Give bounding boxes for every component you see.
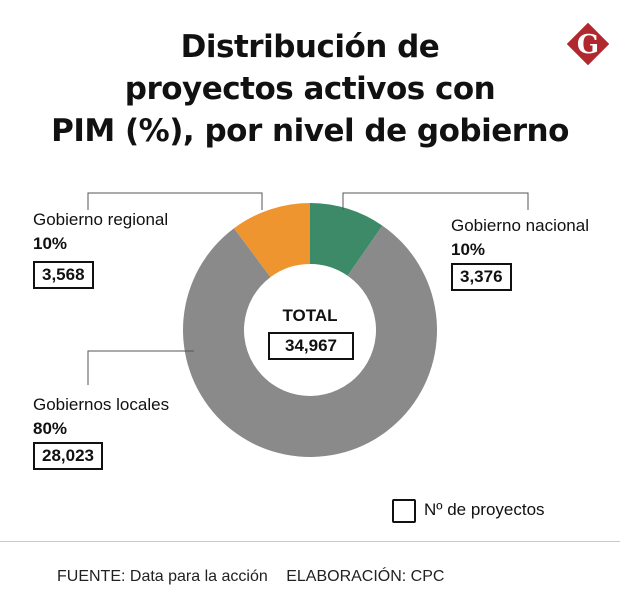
brand-logo-icon: G xyxy=(566,22,610,66)
total-value: 34,967 xyxy=(268,332,354,360)
footer-credit: ELABORACIÓN: CPC xyxy=(286,568,445,585)
chart-title: Distribución de proyectos activos con PI… xyxy=(0,26,620,152)
percent-gobiernos-locales: 80% xyxy=(33,419,68,438)
donut-slice-gobierno-regional xyxy=(234,203,310,278)
count-gobierno-nacional: 3,376 xyxy=(451,263,512,291)
footer-divider xyxy=(0,541,620,542)
label-gobierno-regional: Gobierno regional xyxy=(33,210,169,229)
legend-swatch xyxy=(392,499,416,523)
leader-line-locales xyxy=(87,350,194,385)
footer: FUENTE: Data para la acción ELABORACIÓN:… xyxy=(57,566,444,588)
label-gobiernos-locales: Gobiernos locales xyxy=(33,395,170,414)
percent-gobierno-nacional: 10% xyxy=(451,240,486,259)
title-line-1: Distribución de xyxy=(180,29,440,65)
leader-line-nacional xyxy=(342,192,529,210)
leader-line-regional xyxy=(87,192,263,210)
percent-gobierno-regional: 10% xyxy=(33,234,68,253)
label-gobierno-nacional: Gobierno nacional xyxy=(451,216,589,235)
donut-slice-gobierno-nacional xyxy=(310,203,383,276)
count-gobierno-regional: 3,568 xyxy=(33,261,94,289)
title-line-3: PIM (%), por nivel de gobierno xyxy=(51,113,569,149)
leader-lines xyxy=(87,192,529,385)
donut-slice-gobiernos-locales xyxy=(182,225,437,457)
total-label: TOTAL xyxy=(282,306,338,325)
count-gobiernos-locales: 28,023 xyxy=(33,442,103,470)
logo-letter: G xyxy=(577,30,599,60)
footer-source: FUENTE: Data para la acción xyxy=(57,568,268,585)
title-line-2: proyectos activos con xyxy=(124,71,496,107)
legend-label: Nº de proyectos xyxy=(424,500,545,519)
